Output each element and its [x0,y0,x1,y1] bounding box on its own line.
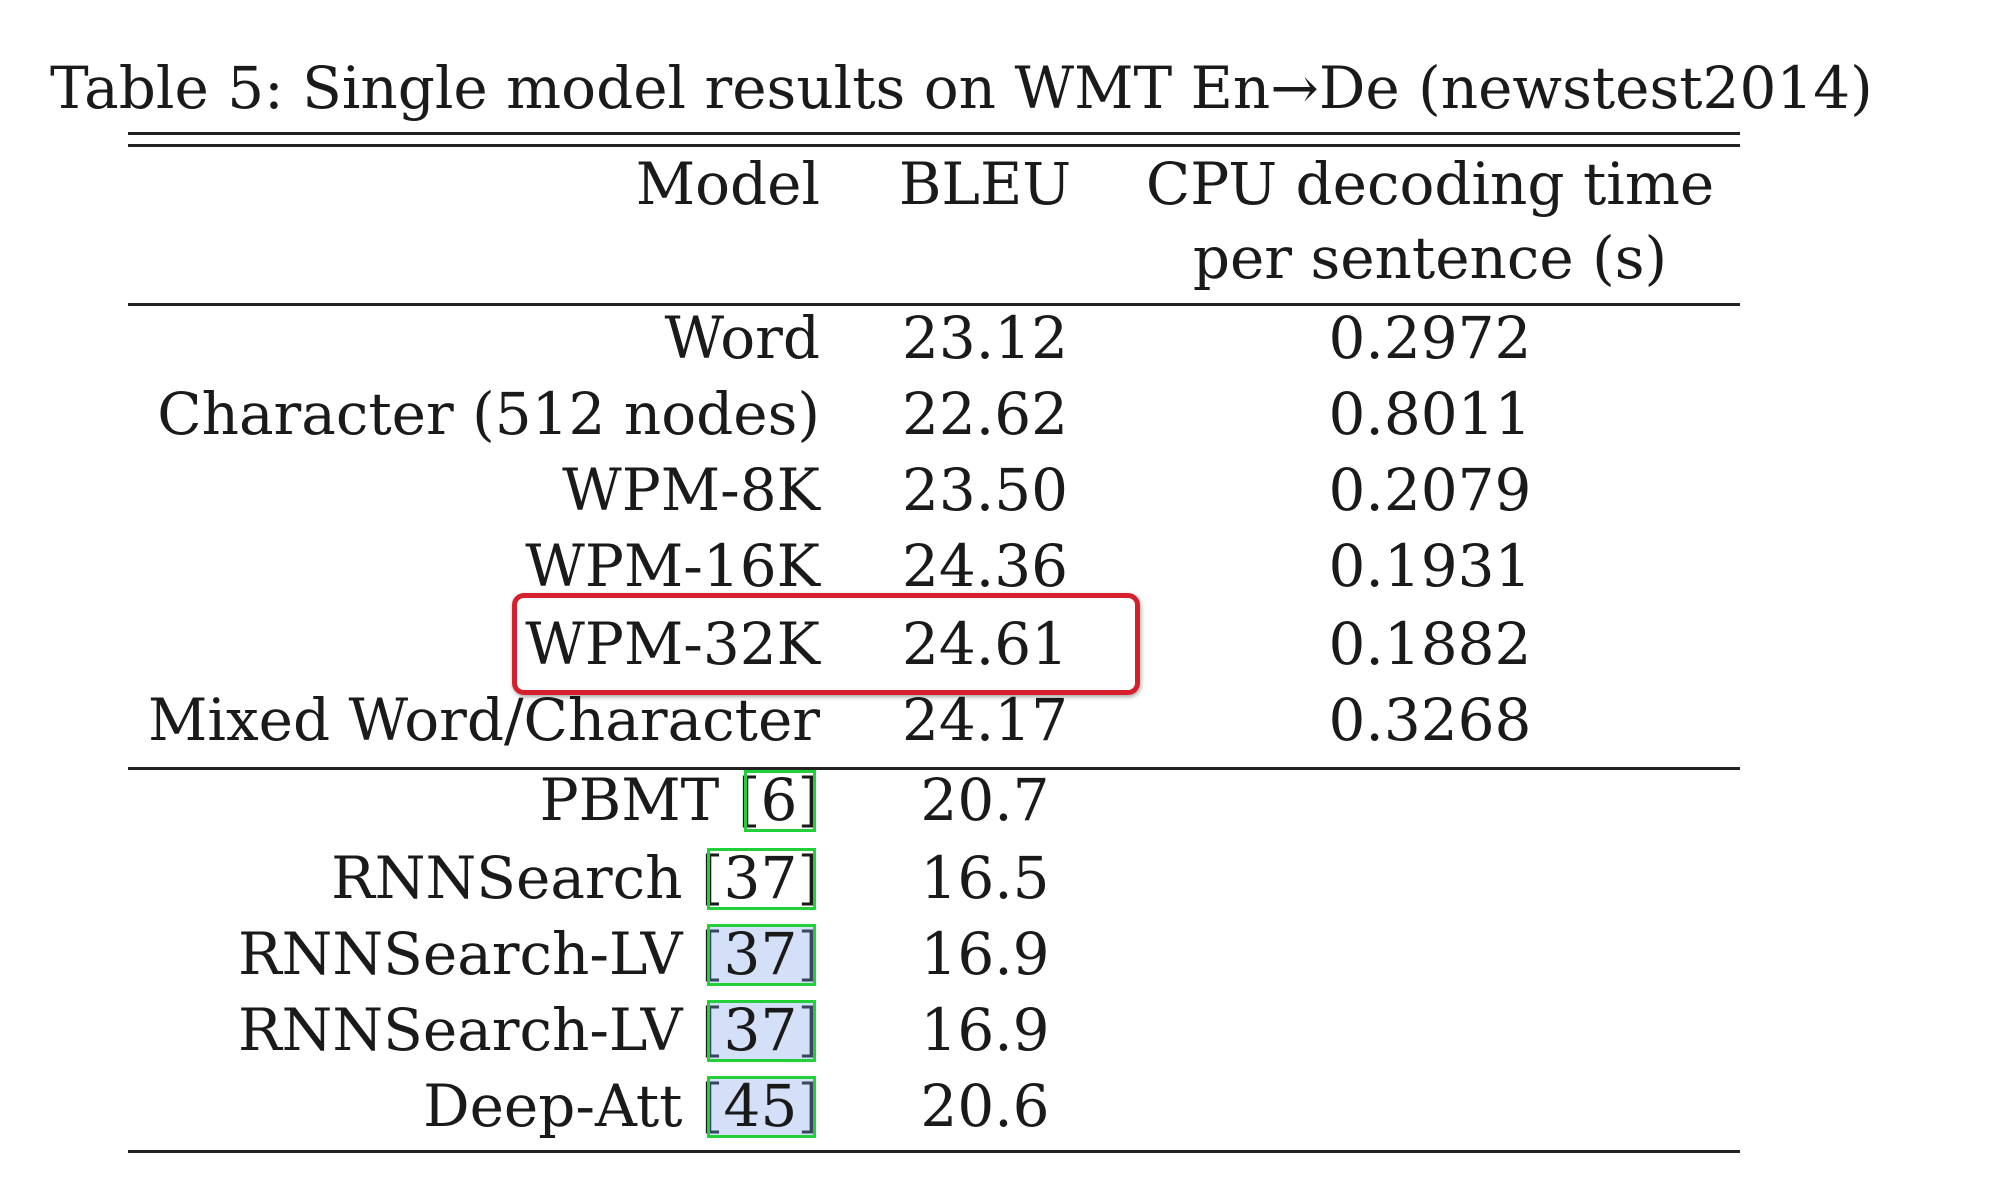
table-row-bleu: 20.7 [920,766,1050,834]
table-row-bleu: 24.17 [901,686,1069,754]
table-row-model: RNNSearch-LV [37] [238,918,820,990]
table-row-model: RNNSearch [37] [331,842,820,914]
group-rule [128,767,1740,770]
table-row-bleu: 20.6 [920,1072,1050,1140]
header-bleu: BLEU [898,150,1072,218]
model-name: RNNSearch [331,844,683,912]
table-row-bleu: 24.61 [901,610,1069,678]
table-row-model: WPM-8K [562,456,820,524]
citation-highlight [706,924,816,986]
table-row-cpu: 0.3268 [1328,686,1532,754]
table-row-bleu: 22.62 [901,380,1069,448]
citation-number: 37 [723,996,798,1064]
citation-link[interactable]: [37] [700,996,820,1064]
table-row-model: PBMT [6] [540,764,820,836]
table-row-bleu: 23.50 [901,456,1069,524]
highlight-box-wpm-32k [512,593,1140,695]
table-row-bleu: 16.5 [920,844,1050,912]
citation-link[interactable]: [6] [737,766,820,834]
top-rule-2 [128,144,1740,147]
table-row-bleu: 23.12 [901,304,1069,372]
citation-number: 6 [760,766,798,834]
header-rule [128,303,1740,306]
table-row-model: WPM-32K [525,610,820,678]
table-row-model: Deep-Att [45] [423,1070,820,1142]
table-row-bleu: 16.9 [920,996,1050,1064]
table-caption: Table 5: Single model results on WMT En→… [50,54,1873,122]
citation-link[interactable]: [45] [700,1072,820,1140]
citation-number: 37 [723,844,798,912]
citation-link[interactable]: [37] [700,920,820,988]
citation-link[interactable]: [37] [700,844,820,912]
model-name: PBMT [539,766,720,834]
header-model: Model [635,150,820,218]
table-row-cpu: 0.8011 [1328,380,1532,448]
bottom-rule [128,1150,1740,1153]
header-cpu-line2: per sentence (s) [1192,224,1668,292]
model-name: RNNSearch-LV [237,920,683,988]
table-row-model: WPM-16K [525,532,820,600]
citation-number: 45 [723,1072,798,1140]
table-row-model: Character (512 nodes) [157,380,820,448]
table-row-model: Mixed Word/Character [148,686,820,754]
model-name: Deep-Att [423,1072,683,1140]
table-row-bleu: 16.9 [920,920,1050,988]
citation-highlight [743,770,816,832]
citation-highlight [706,1000,816,1062]
table-row-cpu: 0.1882 [1328,610,1532,678]
top-rule-1 [128,132,1740,135]
table-row-cpu: 0.2972 [1328,304,1532,372]
table-row-cpu: 0.2079 [1328,456,1532,524]
citation-highlight [706,848,816,910]
table-row-model: Word [664,304,820,372]
citation-number: 37 [723,920,798,988]
table-row-bleu: 24.36 [901,532,1069,600]
table-row-cpu: 0.1931 [1328,532,1532,600]
header-cpu-line1: CPU decoding time [1145,150,1715,218]
model-name: RNNSearch-LV [237,996,683,1064]
citation-highlight [706,1076,816,1138]
table-row-model: RNNSearch-LV [37] [238,994,820,1066]
